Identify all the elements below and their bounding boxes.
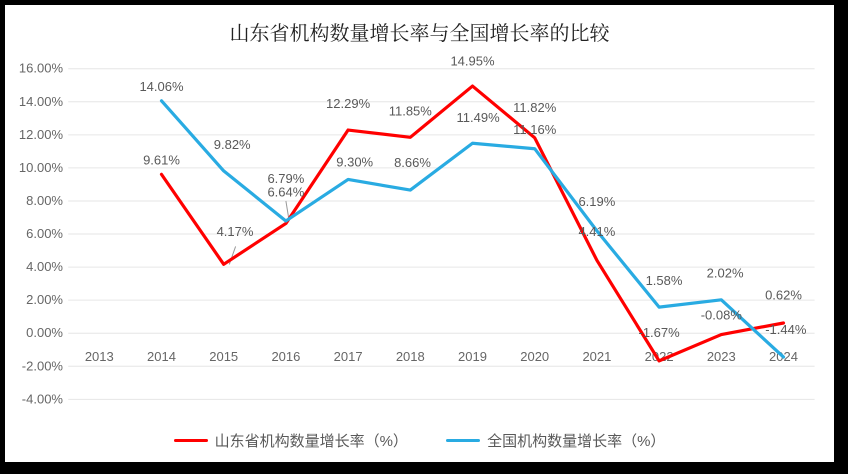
svg-text:1.58%: 1.58% xyxy=(646,273,683,288)
svg-text:14.06%: 14.06% xyxy=(139,79,184,94)
svg-text:2013: 2013 xyxy=(85,349,114,364)
svg-text:-1.44%: -1.44% xyxy=(765,322,807,337)
svg-text:12.00%: 12.00% xyxy=(19,127,64,142)
svg-text:14.95%: 14.95% xyxy=(450,54,495,69)
svg-text:2016: 2016 xyxy=(271,349,300,364)
svg-text:6.64%: 6.64% xyxy=(267,185,304,200)
svg-text:8.66%: 8.66% xyxy=(394,155,431,170)
svg-text:-2.00%: -2.00% xyxy=(22,358,64,373)
svg-text:6.19%: 6.19% xyxy=(578,194,615,209)
svg-text:0.62%: 0.62% xyxy=(765,288,802,303)
svg-text:2014: 2014 xyxy=(147,349,176,364)
svg-text:4.17%: 4.17% xyxy=(217,224,254,239)
svg-text:2017: 2017 xyxy=(334,349,363,364)
svg-text:9.30%: 9.30% xyxy=(336,155,373,170)
svg-text:2.00%: 2.00% xyxy=(26,292,63,307)
svg-text:8.00%: 8.00% xyxy=(26,193,63,208)
svg-text:0.00%: 0.00% xyxy=(26,325,63,340)
svg-text:-1.67%: -1.67% xyxy=(638,325,680,340)
svg-text:-4.00%: -4.00% xyxy=(22,391,64,406)
svg-text:2018: 2018 xyxy=(396,349,425,364)
svg-text:12.29%: 12.29% xyxy=(326,96,371,111)
svg-text:6.00%: 6.00% xyxy=(26,226,63,241)
svg-text:4.41%: 4.41% xyxy=(578,224,615,239)
svg-text:2023: 2023 xyxy=(707,349,736,364)
svg-text:6.79%: 6.79% xyxy=(267,171,304,186)
svg-text:4.00%: 4.00% xyxy=(26,259,63,274)
svg-text:11.16%: 11.16% xyxy=(513,122,557,137)
svg-text:2020: 2020 xyxy=(520,349,549,364)
svg-text:11.85%: 11.85% xyxy=(389,103,433,118)
svg-text:11.49%: 11.49% xyxy=(457,110,501,125)
svg-text:2.02%: 2.02% xyxy=(707,265,744,280)
svg-text:2015: 2015 xyxy=(209,349,238,364)
svg-text:9.61%: 9.61% xyxy=(143,152,180,167)
svg-text:14.00%: 14.00% xyxy=(19,94,64,109)
svg-text:-0.08%: -0.08% xyxy=(701,308,743,323)
svg-text:11.82%: 11.82% xyxy=(513,100,557,115)
svg-text:2021: 2021 xyxy=(582,349,611,364)
svg-text:10.00%: 10.00% xyxy=(19,160,64,175)
svg-text:9.82%: 9.82% xyxy=(214,137,251,152)
svg-text:16.00%: 16.00% xyxy=(19,61,64,76)
svg-text:2019: 2019 xyxy=(458,349,487,364)
